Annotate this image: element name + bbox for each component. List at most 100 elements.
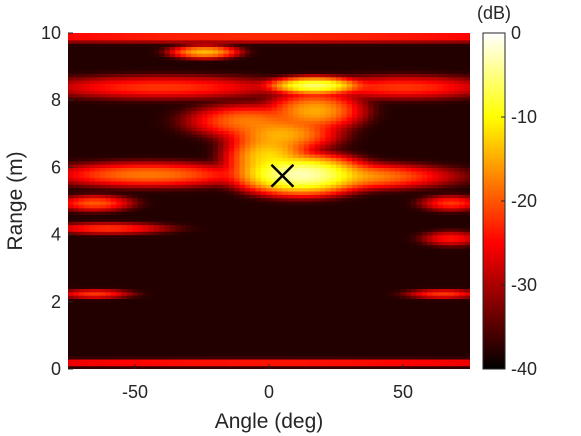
- heatmap-cell: [137, 231, 144, 236]
- heatmap-cell: [126, 295, 133, 300]
- heatmap-cell: [277, 157, 283, 162]
- heatmap-cell: [384, 204, 391, 209]
- heatmap-cell: [319, 305, 326, 310]
- heatmap-cell: [105, 288, 112, 293]
- heatmap-cell: [207, 214, 214, 219]
- heatmap-cell: [394, 170, 401, 175]
- heatmap-cell: [303, 311, 310, 316]
- heatmap-cell: [384, 190, 391, 195]
- heatmap-cell: [132, 251, 139, 256]
- heatmap-cell: [121, 244, 128, 249]
- heatmap-cell: [309, 335, 316, 340]
- heatmap-cell: [196, 345, 203, 350]
- heatmap-cell: [84, 217, 91, 222]
- heatmap-cell: [293, 207, 300, 212]
- heatmap-cell: [143, 231, 149, 236]
- heatmap-cell: [432, 321, 439, 326]
- heatmap-cell: [303, 184, 310, 189]
- heatmap-cell: [159, 160, 166, 165]
- heatmap-cell: [105, 274, 112, 279]
- heatmap-cell: [373, 355, 380, 360]
- heatmap-cell: [394, 231, 401, 236]
- heatmap-cell: [78, 332, 85, 336]
- heatmap-cell: [234, 241, 241, 246]
- heatmap-cell: [132, 261, 139, 266]
- heatmap-cell: [212, 281, 219, 286]
- heatmap-cell: [223, 355, 230, 360]
- heatmap-cell: [282, 278, 289, 283]
- heatmap-cell: [282, 271, 289, 276]
- heatmap-cell: [260, 244, 267, 249]
- heatmap-cell: [89, 338, 96, 343]
- heatmap-cell: [336, 254, 342, 259]
- heatmap-cell: [368, 214, 375, 219]
- heatmap-cell: [148, 248, 155, 252]
- heatmap-cell: [277, 150, 283, 155]
- heatmap-cell: [260, 281, 267, 286]
- heatmap-cell: [309, 325, 316, 330]
- heatmap-cell: [357, 190, 364, 195]
- heatmap-cell: [126, 365, 133, 369]
- heatmap-cell: [357, 274, 364, 279]
- heatmap-cell: [196, 332, 203, 336]
- heatmap-cell: [126, 315, 133, 320]
- heatmap-cell: [164, 207, 171, 212]
- heatmap-cell: [207, 264, 214, 269]
- heatmap-cell: [78, 268, 85, 273]
- heatmap-cell: [437, 180, 444, 185]
- heatmap-cell: [143, 345, 149, 350]
- heatmap-cell: [394, 342, 401, 347]
- heatmap-cell: [164, 281, 171, 286]
- heatmap-cell: [169, 362, 176, 367]
- heatmap-cell: [362, 285, 369, 289]
- heatmap-cell: [443, 288, 450, 293]
- heatmap-cell: [110, 358, 117, 363]
- heatmap-cell: [100, 227, 107, 232]
- heatmap-cell: [180, 301, 187, 306]
- heatmap-cell: [437, 177, 444, 182]
- heatmap-cell: [411, 315, 417, 320]
- heatmap-cell: [260, 237, 267, 242]
- heatmap-cell: [100, 362, 107, 367]
- heatmap-cell: [196, 201, 203, 205]
- heatmap-cell: [164, 258, 171, 263]
- heatmap-cell: [223, 237, 230, 242]
- heatmap-cell: [169, 338, 176, 343]
- heatmap-cell: [78, 211, 85, 216]
- heatmap-cell: [325, 147, 332, 152]
- heatmap-cell: [116, 147, 123, 152]
- heatmap-cell: [218, 355, 225, 360]
- heatmap-cell: [298, 348, 305, 353]
- heatmap-cell: [260, 268, 267, 273]
- heatmap-cell: [223, 197, 230, 202]
- heatmap-cell: [110, 180, 117, 185]
- heatmap-cell: [459, 251, 466, 256]
- heatmap-cell: [196, 143, 203, 148]
- heatmap-cell: [389, 332, 396, 336]
- heatmap-cell: [362, 288, 369, 293]
- heatmap-cell: [389, 285, 396, 289]
- heatmap-cell: [164, 170, 171, 175]
- heatmap-cell: [368, 187, 375, 192]
- heatmap-cell: [137, 254, 144, 259]
- heatmap-cell: [448, 248, 455, 252]
- heatmap-cell: [159, 177, 166, 182]
- heatmap-cell: [341, 301, 348, 306]
- heatmap-cell: [346, 315, 353, 320]
- heatmap-cell: [68, 190, 74, 195]
- heatmap-cell: [293, 288, 300, 293]
- heatmap-cell: [341, 355, 348, 360]
- heatmap-cell: [303, 190, 310, 195]
- heatmap-cell: [432, 184, 439, 189]
- heatmap-cell: [68, 251, 74, 256]
- heatmap-cell: [341, 332, 348, 336]
- heatmap-cell: [325, 174, 332, 179]
- heatmap-cell: [411, 237, 417, 242]
- heatmap-cell: [384, 345, 391, 350]
- heatmap-cell: [212, 167, 219, 172]
- heatmap-cell: [105, 150, 112, 155]
- heatmap-cell: [362, 197, 369, 202]
- heatmap-cell: [432, 231, 439, 236]
- heatmap-cell: [319, 328, 326, 333]
- heatmap-cell: [314, 298, 321, 303]
